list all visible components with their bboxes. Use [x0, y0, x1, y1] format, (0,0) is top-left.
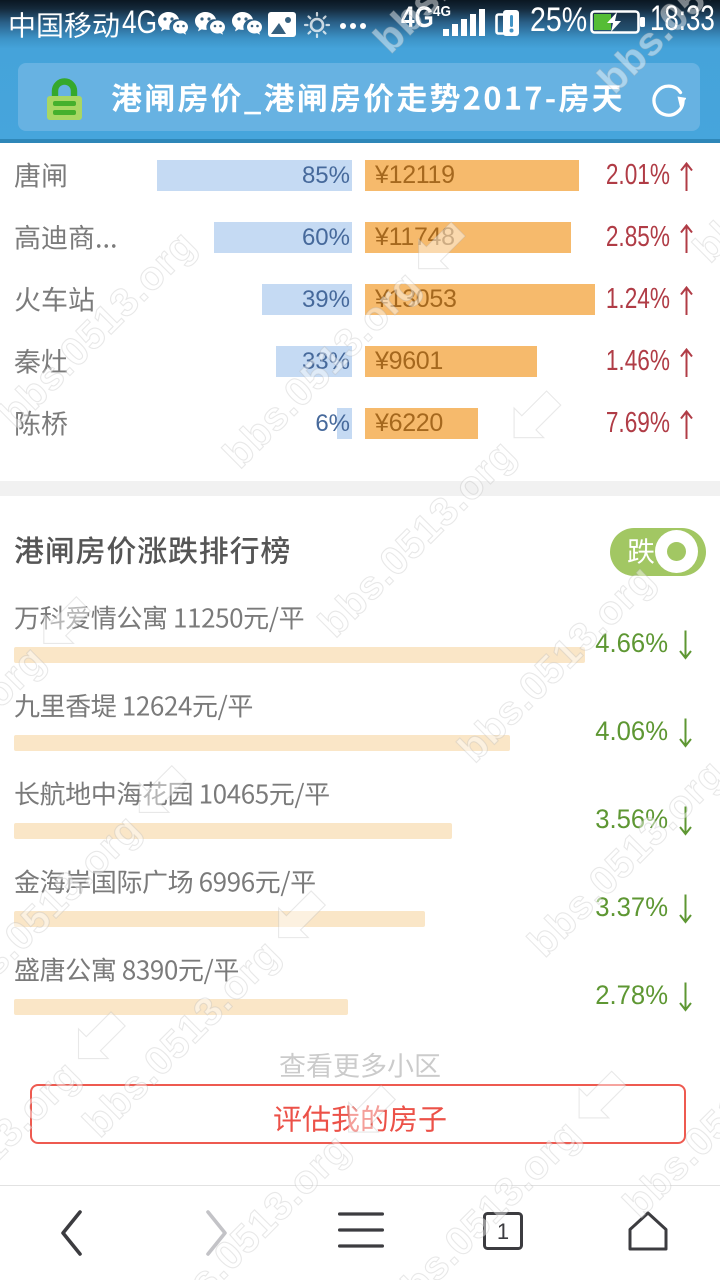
svg-text:1: 1	[497, 1219, 509, 1244]
svg-text:bbs.0513.org: bbs.0513.org	[520, 751, 720, 965]
svg-text:bbs.0513.org: bbs.0513.org	[310, 432, 524, 646]
